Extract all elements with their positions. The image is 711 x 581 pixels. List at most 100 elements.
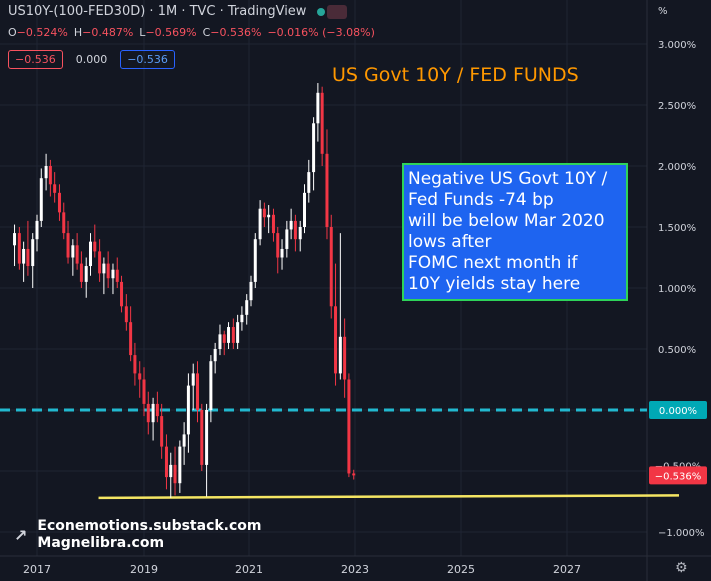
- candle-body: [53, 184, 57, 193]
- candle-body: [79, 263, 83, 282]
- candle-body: [62, 212, 66, 234]
- candle-body: [222, 334, 226, 343]
- spread-value: 0.000: [75, 53, 108, 66]
- candle-body: [178, 446, 182, 484]
- candle-body: [231, 327, 235, 343]
- ohlc-legend: O−0.524% H−0.487% L−0.569% C−0.536% −0.016% …: [8, 26, 381, 39]
- ohlc-item: H−0.487%: [73, 26, 134, 39]
- y-tick-label: 2.000%: [658, 162, 696, 173]
- candle-body: [205, 410, 209, 465]
- candle-body: [303, 192, 306, 227]
- candle-body: [48, 166, 52, 185]
- candle-body: [17, 233, 21, 264]
- candle-body: [111, 269, 115, 279]
- candle-body: [31, 239, 35, 267]
- candle-body: [169, 464, 173, 478]
- candle-body: [26, 248, 30, 267]
- candle-body: [218, 334, 222, 349]
- annotation-line: lows after: [408, 232, 492, 252]
- candle-body: [84, 266, 88, 282]
- y-tick-label: 0.500%: [658, 345, 696, 356]
- symbol-header: US10Y-(100-FED30D) · 1M · TVC · TradingV…: [8, 4, 347, 19]
- annotation-line: will be below Mar 2020: [408, 211, 605, 231]
- x-tick-label: 2023: [341, 563, 369, 576]
- candle-body: [133, 355, 137, 374]
- candle-body: [151, 403, 155, 423]
- settings-gear-icon[interactable]: ⚙: [675, 560, 688, 576]
- annotation-line: Fed Funds -74 bp: [408, 190, 554, 210]
- y-unit-label: %: [658, 6, 668, 17]
- candle-body: [22, 248, 26, 264]
- candle-body: [124, 306, 128, 323]
- watermark: ↗ Econemotions.substack.com Magnelibra.c…: [14, 518, 262, 552]
- candle-body: [106, 263, 110, 279]
- candle-body: [236, 322, 240, 343]
- candle-body: [89, 241, 92, 267]
- candle-body: [191, 373, 195, 386]
- last-price-label: −0.536%: [655, 471, 702, 482]
- candle-body: [44, 166, 48, 179]
- candle-body: [262, 208, 266, 218]
- candle-body: [160, 416, 164, 447]
- flag-icon: [326, 4, 347, 19]
- watermark-line-1: Econemotions.substack.com: [37, 518, 262, 534]
- x-tick-label: 2019: [130, 563, 158, 576]
- candle-body: [13, 233, 17, 246]
- ohlc-item: C−0.536%: [202, 26, 262, 39]
- candle-body: [39, 178, 43, 221]
- y-tick-label: −1.000%: [658, 528, 705, 539]
- candle-body: [102, 263, 106, 274]
- candle-body: [347, 379, 351, 474]
- candle-body: [209, 361, 213, 410]
- candle-body: [75, 245, 79, 264]
- candle-body: [280, 248, 284, 258]
- candle-body: [71, 245, 75, 258]
- candle-body: [213, 349, 217, 362]
- candle-body: [93, 241, 97, 252]
- order-boxes: −0.536 0.000 −0.536: [8, 50, 175, 69]
- candle-body: [196, 373, 199, 410]
- candle-body: [182, 434, 186, 447]
- candle-body: [293, 220, 297, 240]
- zero-price-label: 0.000%: [659, 406, 697, 417]
- candle-body: [338, 336, 342, 374]
- candle-body: [325, 153, 329, 227]
- price-tags: 0.000%−0.500%−0.536%: [649, 401, 707, 485]
- x-tick-label: 2021: [235, 563, 263, 576]
- candle-body: [240, 314, 244, 323]
- y-tick-label: 3.000%: [658, 40, 696, 51]
- candle-body: [146, 403, 150, 423]
- symbol-line: US10Y-(100-FED30D) · 1M · TVC · TradingV…: [8, 4, 307, 19]
- candle-body: [352, 473, 356, 476]
- candle-body: [138, 373, 142, 380]
- candle-body: [271, 214, 275, 234]
- candle-body: [129, 322, 133, 356]
- candle-body: [276, 233, 280, 258]
- candle-body: [316, 92, 320, 124]
- ohlc-item: −0.016% (−3.08%): [267, 26, 375, 39]
- candle-body: [320, 92, 324, 154]
- y-tick-label: 2.500%: [658, 101, 696, 112]
- market-status-icon: [316, 7, 325, 16]
- annotation-line: Negative US Govt 10Y /: [408, 169, 608, 189]
- candle-body: [35, 220, 39, 240]
- candle-body: [258, 208, 262, 240]
- candle-body: [173, 464, 177, 484]
- buy-price-box[interactable]: −0.536: [120, 50, 175, 69]
- watermark-line-2: Magnelibra.com: [37, 535, 165, 551]
- candle-body: [164, 446, 168, 478]
- candle-body: [200, 410, 204, 465]
- x-tick-label: 2027: [553, 563, 581, 576]
- y-tick-label: 1.000%: [658, 284, 696, 295]
- candle-body: [227, 327, 231, 343]
- candle-body: [289, 220, 293, 230]
- candle-body: [115, 269, 119, 282]
- annotation-box: Negative US Govt 10Y / Fed Funds -74 bp wi…: [402, 163, 628, 301]
- ohlc-item: L−0.569%: [139, 26, 197, 39]
- annotation-line: FOMC next month if: [408, 253, 578, 273]
- candle-body: [186, 385, 190, 435]
- sell-price-box[interactable]: −0.536: [8, 50, 63, 69]
- last-price-tag: [649, 466, 707, 485]
